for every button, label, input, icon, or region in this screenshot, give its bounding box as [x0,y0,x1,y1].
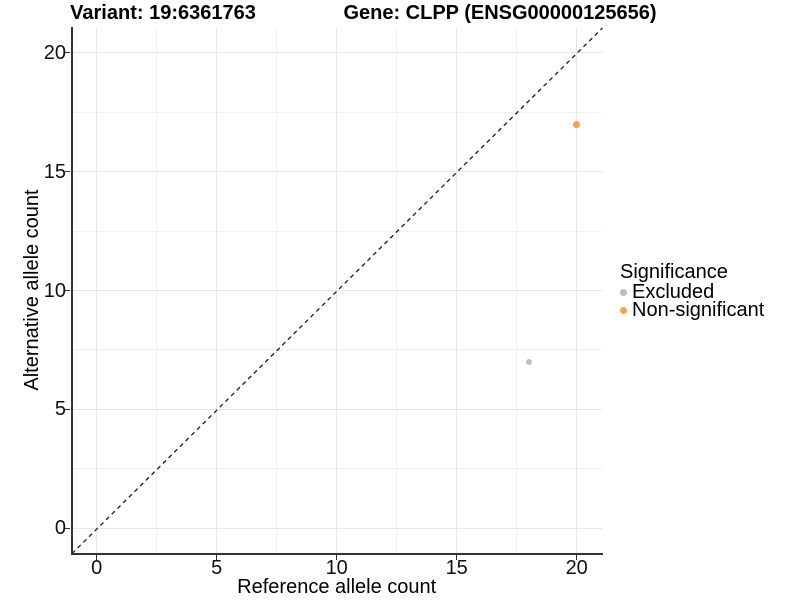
x-axis-tick [455,555,458,560]
identity-dashed-line [71,27,603,554]
x-tick-label: 0 [91,557,103,579]
legend: Significance Excluded Non-significant [620,262,764,319]
legend-item-non-significant: Non-significant [620,298,765,321]
y-axis-tick [65,527,70,530]
x-tick-label: 20 [565,557,588,579]
y-axis-tick [65,408,70,411]
major-gridline-horizontal [71,289,602,291]
major-gridline-horizontal [71,408,602,410]
identity-line-svg [71,27,603,554]
x-axis-title: Reference allele count [237,576,437,598]
y-axis-tick [65,51,70,54]
data-point-non-significant [573,120,581,128]
y-axis-tick [65,170,70,173]
major-gridline-horizontal [71,171,602,173]
y-tick-label: 20 [43,41,66,64]
legend-item-label: Excluded [632,281,715,303]
gene-title: Gene: CLPP (ENSG00000125656) [343,2,657,24]
x-axis-tick [575,555,578,560]
legend-item-excluded: Excluded [620,281,764,303]
x-axis-tick [95,555,98,560]
y-tick-label: 0 [54,517,66,540]
y-axis-line [71,26,73,555]
x-axis-line [71,553,603,555]
major-gridline-horizontal [71,52,602,54]
legend-key-dot-icon [620,289,627,297]
x-axis-tick [215,555,218,560]
x-tick-label: 15 [445,557,468,579]
legend-rows: Excluded Non-significant [620,281,765,321]
variant-title: Variant: 19:6361763 [70,2,256,24]
x-tick-label: 5 [211,557,223,579]
y-tick-label: 10 [43,279,66,302]
legend-title: Significance [620,261,728,283]
y-tick-label: 15 [43,160,66,183]
legend-key-dot-icon [620,306,627,314]
legend-item-label: Non-significant [632,298,765,321]
major-gridline-horizontal [71,527,602,529]
data-point-excluded [525,358,532,365]
y-axis-tick [65,289,70,292]
x-tick-label: 10 [325,557,348,579]
plot-panel [71,27,603,554]
x-axis-tick [335,555,338,560]
y-tick-label: 5 [54,398,66,421]
